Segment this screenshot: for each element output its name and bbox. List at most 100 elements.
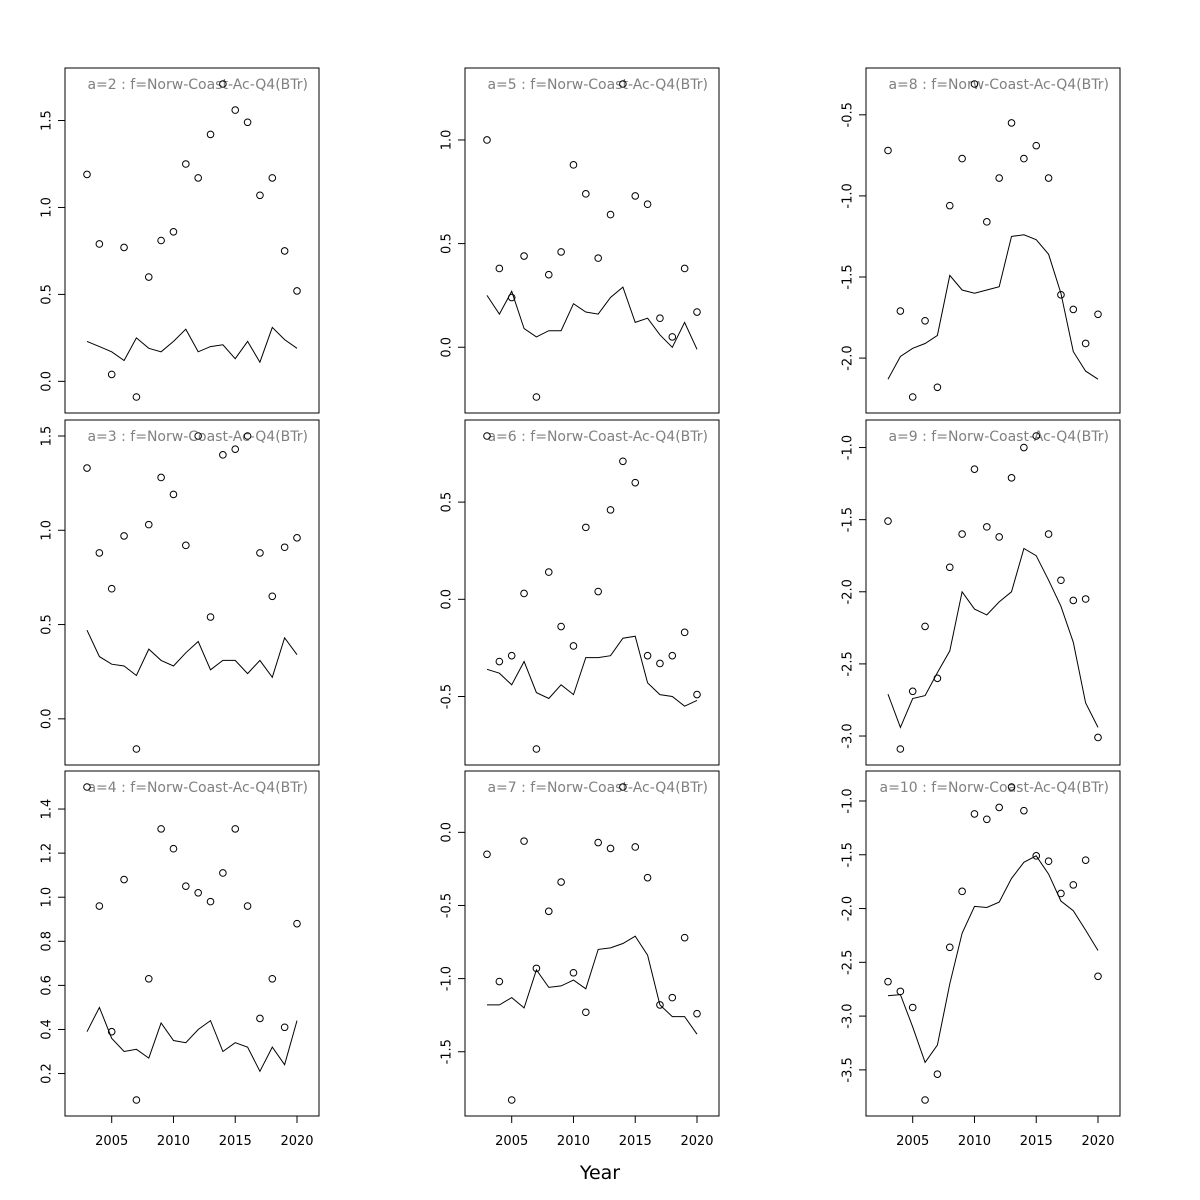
observed-point (643, 651, 652, 660)
observed-point (231, 445, 240, 453)
observed-point (983, 523, 991, 531)
y-tick-label: -0.5 (841, 102, 856, 127)
observed-point (1057, 576, 1065, 585)
y-tick-label: -0.5 (440, 684, 455, 709)
panel-frame (464, 770, 720, 1117)
observed-point (231, 825, 240, 833)
observed-point (945, 563, 954, 572)
y-tick-label: -3.5 (841, 1057, 856, 1082)
x-tick-label: 2005 (896, 1134, 929, 1149)
y-tick-label: 0.0 (40, 371, 55, 392)
observed-point (606, 210, 615, 219)
observed-point (896, 987, 905, 996)
observed-point (243, 432, 252, 440)
observed-point (157, 236, 165, 245)
observed-point (1044, 530, 1053, 538)
observed-point (1069, 881, 1078, 889)
panel-title: a=6 : f=Norw-Coast-Ac-Q4(BTr) (487, 429, 708, 445)
y-tick-label: 1.5 (40, 110, 55, 131)
observed-point (144, 974, 153, 983)
y-tick-label: 0.0 (440, 589, 455, 610)
observed-point (544, 907, 553, 916)
y-tick-label: 0.5 (40, 614, 55, 635)
panel-frame (64, 419, 320, 766)
observed-point (507, 651, 516, 660)
observed-point (945, 201, 954, 210)
observed-point (569, 642, 578, 650)
panel-frame (64, 770, 320, 1117)
observed-point (958, 530, 966, 538)
observed-point (169, 228, 178, 236)
fitted-line (486, 635, 698, 707)
x-tick-label: 2020 (1081, 1134, 1114, 1149)
observed-point (1044, 857, 1053, 866)
panel-frame (865, 770, 1121, 1117)
y-tick-label: 0.4 (40, 1019, 55, 1040)
observed-point (569, 968, 578, 977)
observed-point (280, 1023, 289, 1032)
observed-point (933, 674, 942, 683)
y-tick-label: -1.5 (841, 507, 856, 532)
observed-point (120, 243, 128, 252)
panel-frame (865, 419, 1121, 766)
x-tick-label: 2020 (680, 1134, 713, 1149)
observed-point (532, 745, 541, 753)
y-tick-label: 0.5 (440, 233, 455, 254)
observed-point (643, 873, 652, 882)
observed-point (557, 878, 565, 886)
observed-point (256, 191, 264, 200)
observed-point (668, 333, 677, 341)
observed-point (606, 506, 615, 514)
observed-point (95, 549, 104, 557)
observed-point (884, 517, 892, 525)
observed-point (582, 190, 590, 198)
panel-3: a=8 : f=Norw-Coast-Ac-Q4(BTr) -2.0 -1.5 -1.… (841, 67, 1121, 414)
panel-title: a=3 : f=Norw-Coast-Ac-Q4(BTr) (87, 429, 308, 445)
y-tick-label: -3.0 (841, 1003, 856, 1028)
observed-point (631, 478, 640, 487)
observed-point (983, 815, 991, 824)
observed-point (995, 803, 1003, 812)
fitted-line (887, 234, 1099, 380)
observed-point (483, 850, 491, 859)
observed-point (594, 254, 602, 262)
x-tick-label: 2015 (619, 1134, 652, 1149)
y-tick-label: 1.0 (440, 130, 455, 151)
fitted-line (887, 855, 1099, 1064)
observed-point (532, 964, 541, 973)
observed-point (256, 549, 264, 557)
y-tick-label: -2.0 (841, 896, 856, 921)
observed-point (243, 118, 252, 127)
fitted-line (487, 935, 698, 1035)
x-axis-label: Year (579, 1162, 620, 1184)
y-tick-label: -1.0 (841, 183, 856, 208)
observed-point (520, 252, 528, 260)
fitted-line (86, 326, 298, 364)
observed-point (884, 146, 892, 155)
observed-point (619, 80, 627, 88)
panel-title: a=4 : f=Norw-Coast-Ac-Q4(BTr) (87, 780, 308, 796)
observed-point (132, 745, 141, 753)
observed-point (1032, 852, 1041, 860)
observed-point (582, 1008, 590, 1017)
y-tick-label: -3.0 (841, 723, 856, 748)
observed-point (107, 1027, 116, 1036)
observed-point (656, 1001, 664, 1009)
observed-point (1007, 783, 1016, 791)
observed-point (144, 520, 153, 529)
observed-point (1032, 432, 1041, 440)
observed-point (532, 393, 541, 401)
observed-point (95, 902, 104, 910)
x-tick-label: 2005 (95, 1134, 128, 1149)
observed-point (1020, 443, 1028, 452)
observed-point (194, 432, 202, 440)
observed-point (619, 783, 627, 791)
observed-point (507, 293, 516, 302)
y-tick-label: -1.5 (841, 264, 856, 289)
panel-title: a=7 : f=Norw-Coast-Ac-Q4(BTr) (487, 780, 708, 796)
y-tick-label: -2.0 (841, 579, 856, 604)
observed-point (1094, 733, 1102, 742)
panel-title: a=8 : f=Norw-Coast-Ac-Q4(BTr) (888, 77, 1109, 93)
observed-point (544, 270, 553, 279)
